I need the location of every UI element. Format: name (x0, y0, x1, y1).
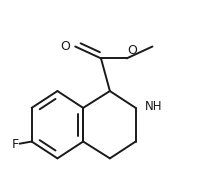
Text: O: O (60, 40, 70, 53)
Text: F: F (11, 138, 18, 151)
Text: NH: NH (145, 100, 162, 113)
Text: O: O (128, 44, 138, 57)
